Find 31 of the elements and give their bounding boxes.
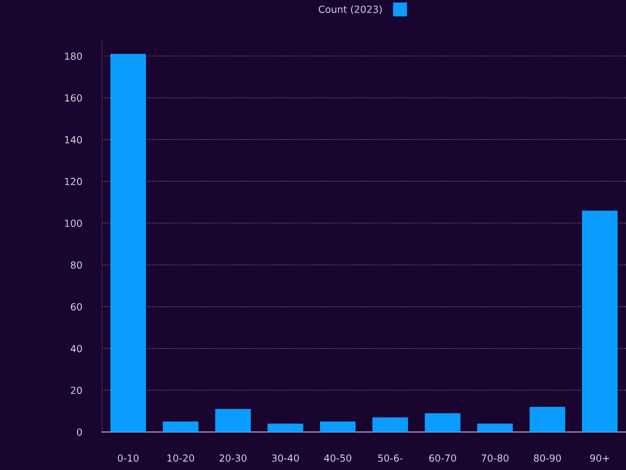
x-tick-label: 90+: [590, 454, 610, 462]
bar: [582, 210, 618, 432]
y-tick-label: 20: [70, 386, 82, 394]
bar: [320, 422, 356, 432]
y-tick-label: 0: [77, 428, 82, 436]
bar: [110, 54, 146, 432]
bar: [424, 413, 460, 432]
y-tick-label: 140: [65, 136, 82, 144]
y-tick-label: 160: [65, 94, 82, 102]
legend-label: Count (2023): [318, 5, 382, 14]
y-tick-label: 100: [65, 220, 82, 227]
x-tick-label: 80-90: [534, 454, 561, 462]
x-tick-label: 20-30: [220, 454, 246, 462]
x-tick-label: 10-20: [168, 454, 194, 462]
bar: [268, 424, 304, 432]
bar: [372, 417, 408, 432]
x-tick-label: 70-80: [482, 454, 508, 462]
x-tick-label: 30-40: [272, 454, 299, 462]
bar: [162, 422, 198, 432]
y-tick-label: 40: [70, 344, 82, 352]
bar: [530, 406, 566, 432]
y-tick-label: 80: [70, 261, 82, 269]
x-tick-label: 40-50: [324, 454, 352, 462]
x-tick-label: 60-70: [429, 454, 456, 462]
y-tick-label: 180: [65, 52, 82, 60]
y-tick-label: 120: [65, 178, 82, 186]
bar: [215, 409, 251, 432]
x-tick-label: 0-10: [118, 454, 139, 462]
y-tick-label: 60: [70, 303, 82, 310]
bar: [477, 424, 513, 432]
x-tick-label: 50-6-: [378, 454, 403, 462]
